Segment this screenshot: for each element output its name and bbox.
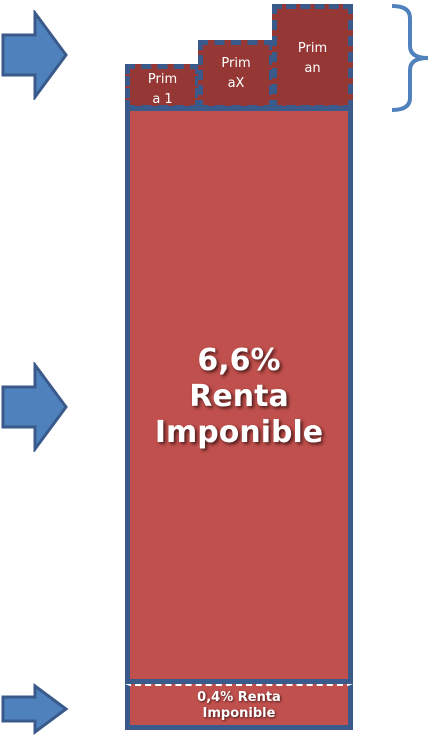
bottom-line2: Imponible bbox=[202, 706, 276, 721]
prima-label-line1: Prim bbox=[221, 56, 251, 71]
main-line3: Imponible bbox=[154, 415, 324, 450]
bottom-line1: 0,4% Renta bbox=[197, 690, 281, 705]
prima-label-line2: aX bbox=[227, 76, 245, 91]
main-line2: Renta bbox=[189, 379, 289, 414]
arrow-right-icon bbox=[1, 683, 69, 735]
prima-block-n: Prim an bbox=[272, 4, 353, 110]
prima-block-1: Prim a 1 bbox=[125, 64, 200, 110]
prima-label-line2: a 1 bbox=[152, 92, 173, 107]
main-percent: 6,6% bbox=[197, 343, 281, 378]
arrow-right-icon bbox=[1, 10, 68, 100]
bottom-block-label: 0,4% Renta Imponible bbox=[130, 690, 348, 722]
curly-brace-icon bbox=[391, 4, 429, 112]
prima-label-line1: Prim bbox=[297, 41, 328, 56]
renta-imponible-main-block: 6,6% Renta Imponible bbox=[125, 106, 353, 684]
renta-imponible-bottom-block: 0,4% Renta Imponible bbox=[125, 684, 353, 730]
prima-label-line1: Prim bbox=[147, 72, 178, 87]
prima-label-line2: an bbox=[304, 61, 321, 76]
arrow-right-icon bbox=[1, 362, 68, 452]
prima-block-x: Prim aX bbox=[198, 40, 274, 110]
main-block-label: 6,6% Renta Imponible bbox=[130, 343, 348, 451]
